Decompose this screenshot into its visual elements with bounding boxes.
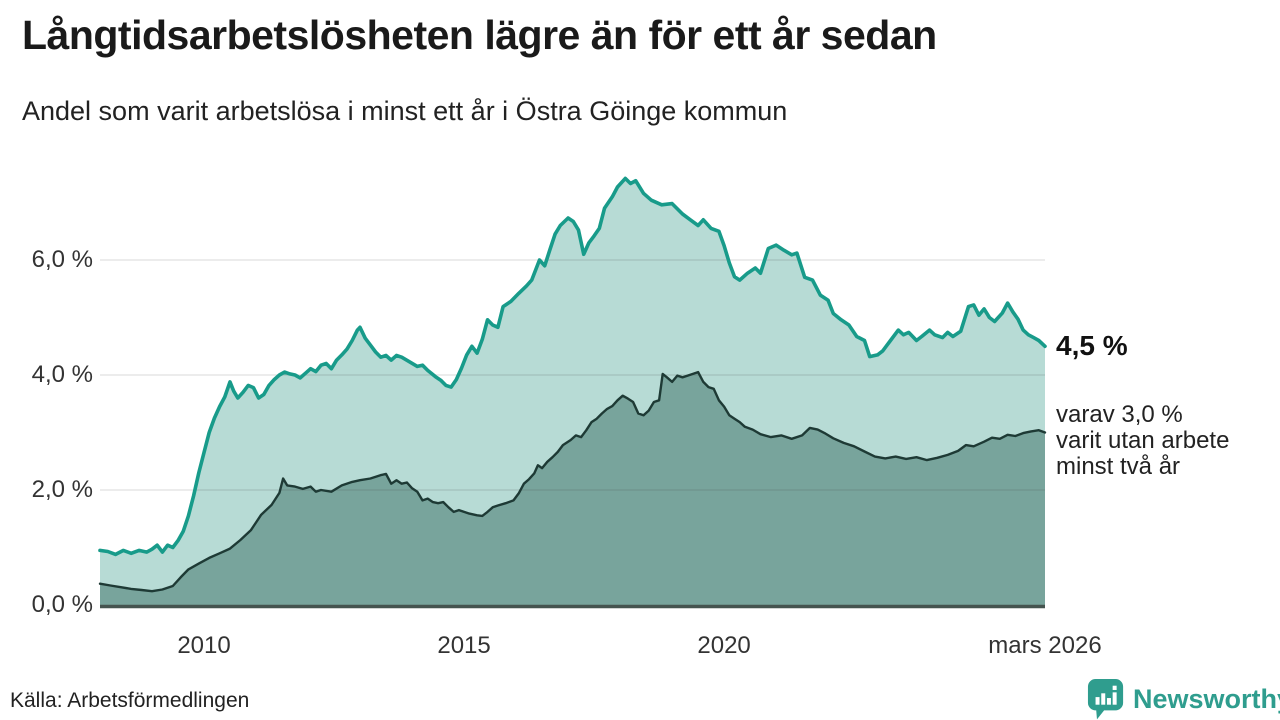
page-subtitle: Andel som varit arbetslösa i minst ett å… <box>22 96 788 126</box>
newsworthy-bubble-chart-icon <box>1087 679 1124 720</box>
two-year-annotation: varav 3,0 % varit utan arbete minst två … <box>1056 401 1230 480</box>
x-tick-label: 2010 <box>177 632 231 659</box>
source-note: Källa: Arbetsförmedlingen <box>10 689 250 712</box>
y-tick-label: 6,0 % <box>31 246 93 273</box>
line-unemployed-2yr <box>98 370 1047 593</box>
line-unemployed-1yr <box>98 176 1047 557</box>
y-tick-label: 0,0 % <box>31 591 93 618</box>
x-tick-label: 2015 <box>437 632 491 659</box>
x-tick-label: mars 2026 <box>988 632 1102 659</box>
page-title: Långtidsarbetslösheten lägre än för ett … <box>22 12 937 58</box>
newsworthy-wordmark: Newsworthy <box>1133 684 1280 714</box>
y-tick-label: 2,0 % <box>31 476 93 503</box>
latest-value-annotation: 4,5 % <box>1056 330 1128 361</box>
y-tick-label: 4,0 % <box>31 361 93 388</box>
x-tick-label: 2020 <box>697 632 751 659</box>
newsworthy-logo: Newsworthy <box>1087 678 1280 720</box>
